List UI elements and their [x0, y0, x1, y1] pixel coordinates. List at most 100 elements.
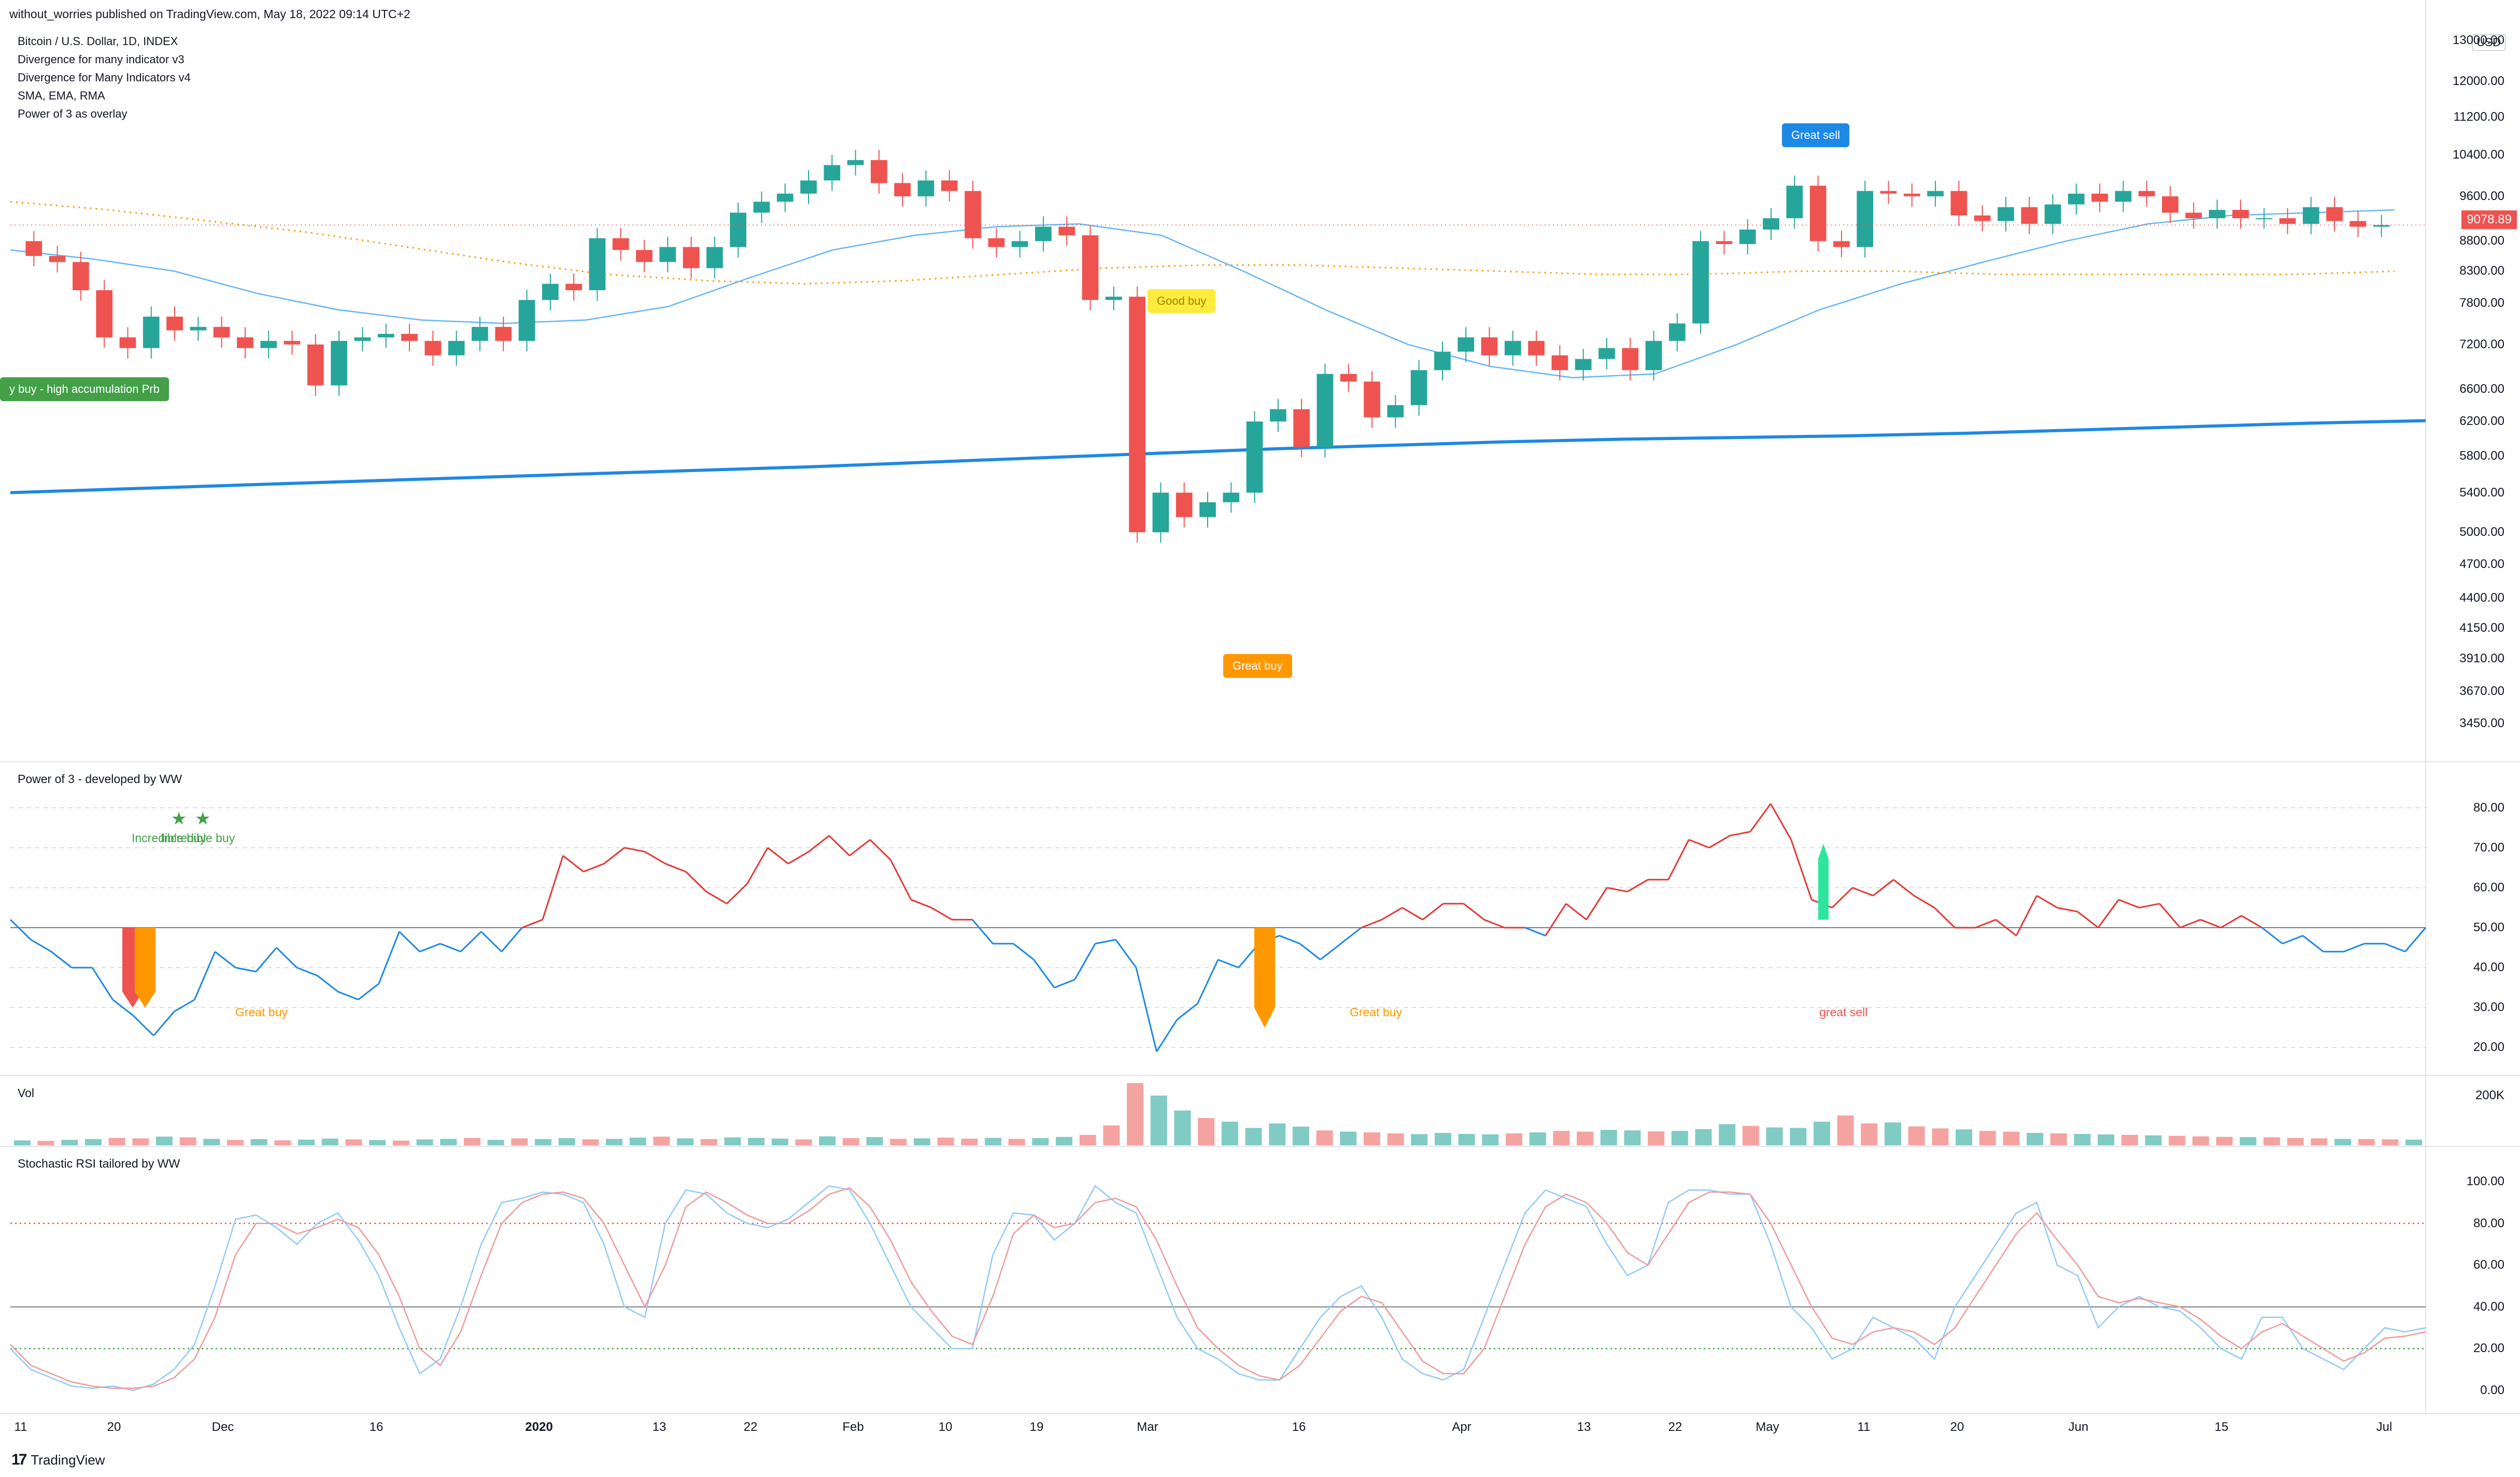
power-line-segment — [337, 991, 359, 1001]
tradingview-logo[interactable]: 17 TradingView — [11, 1451, 105, 1469]
power-line-segment — [460, 931, 482, 953]
volume-bar — [629, 1138, 646, 1145]
volume-bar — [2216, 1137, 2233, 1145]
volume-bar — [1008, 1139, 1025, 1145]
volume-bar — [724, 1137, 741, 1145]
volume-bar — [179, 1137, 196, 1145]
power-line-segment — [317, 975, 338, 992]
power-line-segment — [51, 951, 73, 969]
volume-bar — [1742, 1126, 1759, 1145]
legend-symbol[interactable]: Bitcoin / U.S. Dollar, 1D, INDEX — [18, 35, 178, 48]
candle-body — [1763, 218, 1779, 230]
power-line-segment — [1340, 927, 1362, 945]
candle-body — [824, 165, 841, 181]
volume-bar — [1671, 1131, 1688, 1145]
candle-body — [1270, 409, 1286, 422]
candle-body — [1340, 374, 1357, 382]
time-tick-label: 10 — [938, 1420, 953, 1434]
time-tick-label: 15 — [2214, 1420, 2229, 1434]
volume-bar — [1340, 1131, 1357, 1145]
legend-indicator-ma[interactable]: SMA, EMA, RMA — [18, 89, 105, 102]
candle-body — [2326, 207, 2343, 221]
power-line-segment — [2241, 915, 2262, 929]
power-line-segment — [889, 859, 912, 900]
power-line-segment — [1156, 1019, 1178, 1052]
candle-body — [2349, 221, 2367, 227]
stoch-rsi-pane[interactable] — [10, 1185, 2426, 1391]
great-sell-marker[interactable]: Great sell — [1782, 123, 1850, 147]
power-signal-bar — [135, 928, 155, 1008]
candle-body — [1622, 348, 1639, 371]
candle-body — [894, 183, 911, 196]
stoch-pane-title[interactable]: Stochastic RSI tailored by WW — [18, 1157, 180, 1170]
price-tick-label: 3910.00 — [2459, 651, 2504, 666]
power-line-segment — [2179, 919, 2201, 929]
volume-bar — [13, 1140, 31, 1145]
candle-body — [917, 180, 935, 196]
volume-bar — [1506, 1133, 1523, 1145]
price-tick-label: 9600.00 — [2459, 189, 2504, 203]
candle-body — [988, 238, 1005, 247]
power-of-3-pane[interactable] — [9, 803, 2427, 1052]
power-line-segment — [583, 863, 604, 873]
volume-bar — [37, 1141, 54, 1145]
candle-body — [1246, 421, 1263, 493]
price-tick-label: 8800.00 — [2459, 234, 2504, 248]
candle-body — [1129, 296, 1145, 533]
candle-body — [1481, 337, 1498, 356]
publisher-line: without_worries published on TradingView… — [9, 7, 410, 21]
good-buy-marker[interactable]: Good buy — [1148, 289, 1216, 313]
chart-legend: Bitcoin / U.S. Dollar, 1D, INDEX Diverge… — [18, 32, 191, 123]
accumulation-marker[interactable]: y buy - high accumulation Prb — [0, 377, 169, 401]
volume-bar — [1292, 1127, 1309, 1145]
legend-indicator-power3[interactable]: Power of 3 as overlay — [18, 107, 128, 120]
legend-indicator-div-v3[interactable]: Divergence for many indicator v3 — [18, 53, 185, 66]
power-line-segment — [1565, 903, 1587, 920]
currency-button[interactable]: USD — [2472, 34, 2505, 51]
price-pane[interactable] — [10, 150, 2426, 543]
volume-bar — [913, 1138, 930, 1145]
power-line-segment — [971, 919, 994, 944]
time-tick-label: Apr — [1452, 1420, 1471, 1434]
candle-body — [2279, 218, 2296, 224]
candle-body — [1669, 323, 1686, 341]
power-line-segment — [2384, 943, 2406, 953]
stoch-d-line — [10, 1187, 2426, 1389]
legend-indicator-div-v4[interactable]: Divergence for Many Indicators v4 — [18, 71, 191, 84]
volume-bar — [2334, 1139, 2352, 1145]
power-line-segment — [665, 863, 686, 873]
power-line-segment — [1361, 919, 1382, 929]
power-line-segment — [685, 871, 707, 892]
price-tick-label: 5400.00 — [2459, 485, 2504, 500]
volume-bar — [511, 1138, 528, 1145]
candle-body — [800, 180, 817, 194]
candle-body — [2208, 210, 2226, 219]
power-line-segment — [562, 855, 584, 873]
volume-bar — [1979, 1131, 1996, 1145]
price-tick-label: 7200.00 — [2459, 337, 2504, 351]
candle-body — [495, 326, 512, 341]
candle-body — [119, 337, 136, 348]
power-pane-title[interactable]: Power of 3 - developed by WW — [18, 772, 182, 786]
volume-pane[interactable] — [13, 1083, 2423, 1145]
candle-body — [659, 247, 676, 262]
power-line-segment — [30, 939, 52, 953]
volume-bar — [1056, 1137, 1073, 1145]
candle-body — [2091, 193, 2108, 202]
volume-bar — [321, 1139, 338, 1145]
volume-bar — [1885, 1122, 1902, 1145]
candle-body — [166, 316, 183, 331]
power-line-segment — [1995, 919, 2017, 936]
power-tick-label: 50.00 — [2473, 920, 2504, 934]
vol-pane-title[interactable]: Vol — [18, 1086, 34, 1100]
time-tick-label: 22 — [743, 1420, 758, 1434]
great-buy-marker[interactable]: Great buy — [1223, 654, 1292, 678]
stoch-tick-label: 80.00 — [2473, 1216, 2504, 1230]
power-line-segment — [787, 851, 809, 864]
power-line-segment — [378, 931, 400, 984]
volume-bar — [795, 1139, 812, 1145]
candle-body — [1293, 409, 1310, 447]
volume-bar — [1245, 1128, 1262, 1145]
tradingview-icon: 17 — [11, 1451, 27, 1468]
